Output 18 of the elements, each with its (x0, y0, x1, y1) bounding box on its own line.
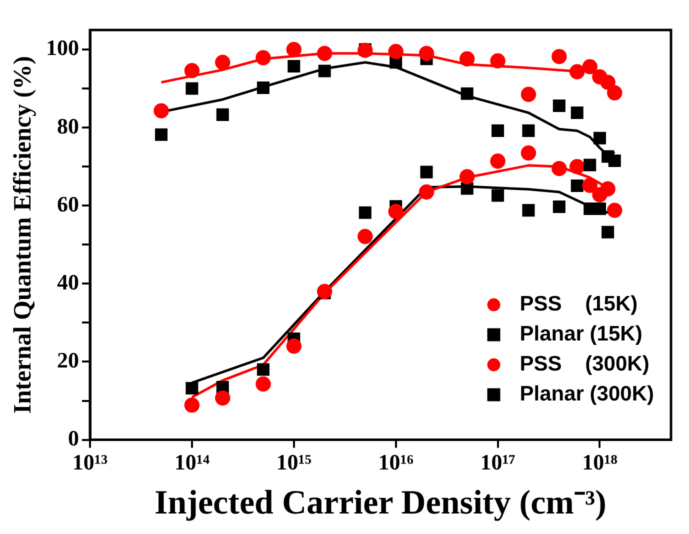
y-tick-label: 80 (57, 113, 79, 138)
y-tick-label: 20 (57, 347, 79, 372)
legend-label: Planar (15K) (520, 322, 642, 346)
x-tick-label: 10¹⁷ (480, 450, 516, 475)
y-tick-label: 40 (57, 269, 79, 294)
y-tick-label: 0 (68, 425, 79, 450)
x-axis-title: Injected Carrier Density (cm⁻³) (154, 484, 607, 522)
x-tick-label: 10¹⁶ (378, 450, 414, 475)
x-tick-label: 10¹⁴ (174, 450, 210, 475)
y-tick-label: 60 (57, 191, 79, 216)
legend-label: PSS (15K) (520, 292, 638, 316)
y-tick-label: 100 (46, 35, 79, 60)
y-axis-title: Internal Quantum Efficiency (%) (9, 56, 36, 414)
x-tick-label: 10¹³ (72, 450, 108, 475)
legend-label: Planar (300K) (520, 382, 654, 406)
legend-label: PSS (300K) (520, 352, 650, 376)
x-tick-label: 10¹⁵ (276, 450, 312, 475)
x-tick-label: 10¹⁸ (582, 450, 618, 475)
